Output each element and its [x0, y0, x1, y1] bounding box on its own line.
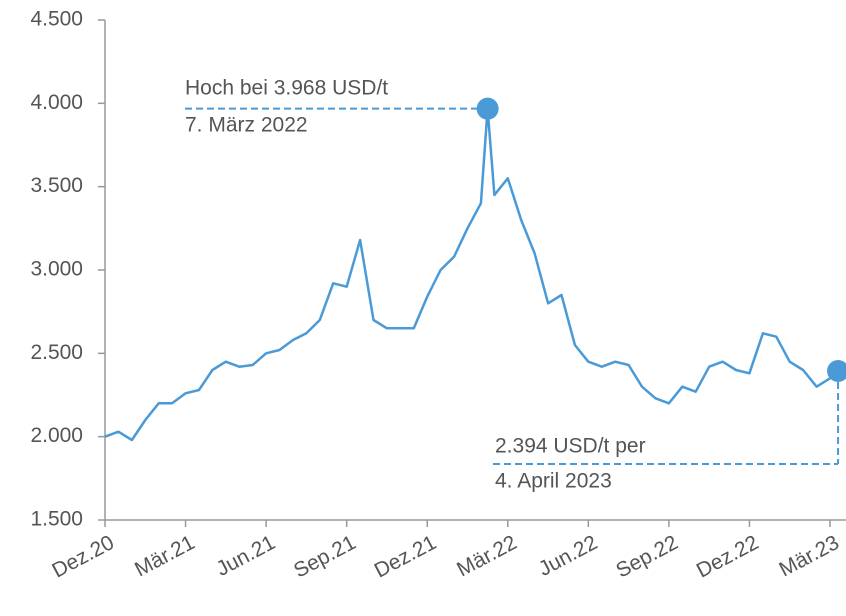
x-tick-label: Dez.22: [693, 531, 763, 583]
annotation: Hoch bei 3.968 USD/t: [185, 77, 388, 100]
highlight-dot: [476, 97, 499, 120]
y-tick-label: 1.500: [30, 508, 83, 531]
y-tick-label: 3.500: [30, 174, 83, 197]
y-tick-label: 2.500: [30, 341, 83, 364]
annotation: 2.394 USD/t per: [495, 435, 646, 458]
highlight-dot: [827, 360, 846, 382]
annotation: 7. März 2022: [185, 114, 308, 137]
annotation: 4. April 2023: [495, 470, 612, 493]
x-tick-label: Jun.21: [213, 531, 279, 581]
x-tick-label: Sep.22: [612, 531, 682, 583]
x-tick-label: Mär.21: [131, 531, 198, 581]
x-tick-label: Mär.22: [453, 531, 520, 581]
x-tick-label: Jun.22: [535, 531, 601, 581]
y-tick-label: 4.500: [30, 8, 83, 31]
x-tick-label: Dez.21: [371, 531, 441, 583]
x-tick-label: Mär.23: [775, 531, 842, 581]
y-tick-label: 3.000: [30, 258, 83, 281]
x-tick-label: Dez.20: [48, 531, 118, 583]
price-line: [104, 107, 839, 442]
y-tick-label: 4.000: [30, 91, 83, 114]
y-tick-label: 2.000: [30, 424, 83, 447]
x-tick-label: Sep.21: [290, 531, 360, 583]
